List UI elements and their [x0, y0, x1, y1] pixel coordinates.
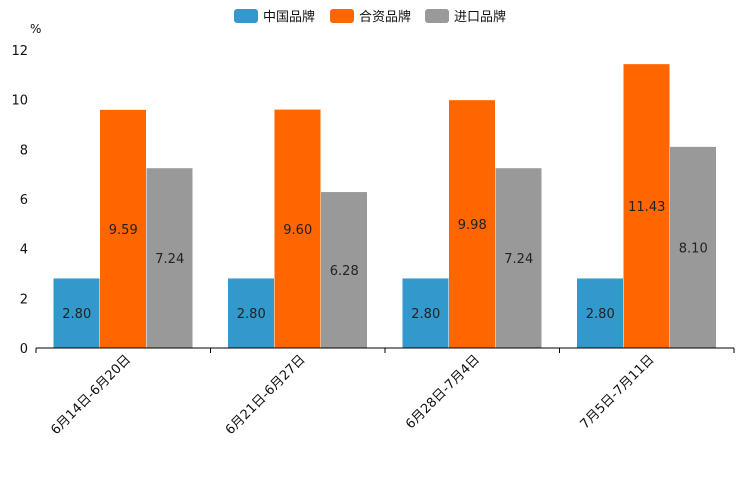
- bar-series-2-cat-3: [670, 146, 716, 348]
- x-category-label: 6月14日-6月20日: [48, 352, 134, 438]
- bar-series-2-cat-1: [321, 192, 367, 348]
- legend-swatch: [234, 9, 258, 23]
- y-tick-label: 4: [20, 243, 28, 258]
- bar-series-1-cat-0: [100, 109, 146, 349]
- data-label: 2.80: [62, 307, 91, 322]
- x-category-label: 6月28日-7月4日: [403, 352, 483, 432]
- y-axis: 0 2 4 6 8 10 12: [11, 44, 28, 357]
- legend: 中国品牌 合资品牌 进口品牌: [234, 9, 506, 25]
- bar-series-1-cat-3: [623, 64, 670, 348]
- data-label: 6.28: [330, 264, 359, 279]
- bar-series-0-cat-1: [228, 278, 274, 348]
- y-tick-label: 2: [20, 292, 28, 307]
- bar-series-2-cat-2: [495, 168, 542, 348]
- y-tick-label: 12: [11, 44, 28, 59]
- y-tick-label: 6: [20, 193, 28, 208]
- x-category-label: 6月21日-6月27日: [223, 352, 309, 438]
- y-tick-label: 8: [20, 143, 28, 158]
- x-axis: 6月14日-6月20日 6月21日-6月27日 6月28日-7月4日 7月5日-7月1…: [35, 348, 735, 438]
- data-label: 2.80: [411, 307, 440, 322]
- y-tick-label: 0: [20, 342, 28, 357]
- legend-label: 进口品牌: [454, 9, 506, 25]
- data-label: 7.24: [155, 252, 184, 267]
- bar-series-0-cat-3: [577, 278, 623, 348]
- bar-series-1-cat-1: [274, 109, 321, 348]
- bar-series-1-cat-2: [449, 100, 495, 348]
- data-label: 11.43: [628, 200, 665, 215]
- legend-swatch: [330, 9, 354, 23]
- bars: 2.80 2.80 2.80 2.80 9.59 9.60 9.98 11.43 7.24 6.2…: [53, 64, 716, 349]
- data-label: 2.80: [237, 307, 266, 322]
- legend-swatch: [425, 9, 449, 23]
- data-label: 9.98: [458, 218, 487, 233]
- data-label: 9.59: [109, 223, 138, 238]
- data-label: 2.80: [586, 307, 615, 322]
- data-label: 9.60: [283, 223, 312, 238]
- bar-series-2-cat-0: [146, 168, 193, 348]
- y-axis-unit: %: [30, 22, 41, 36]
- data-label: 7.24: [504, 252, 533, 267]
- legend-label: 合资品牌: [359, 9, 411, 25]
- bar-series-0-cat-0: [53, 278, 100, 348]
- legend-label: 中国品牌: [263, 9, 315, 25]
- data-label: 8.10: [679, 241, 708, 256]
- x-category-label: 7月5日-7月11日: [578, 352, 658, 432]
- y-tick-label: 10: [11, 94, 28, 109]
- bar-series-0-cat-2: [402, 278, 449, 348]
